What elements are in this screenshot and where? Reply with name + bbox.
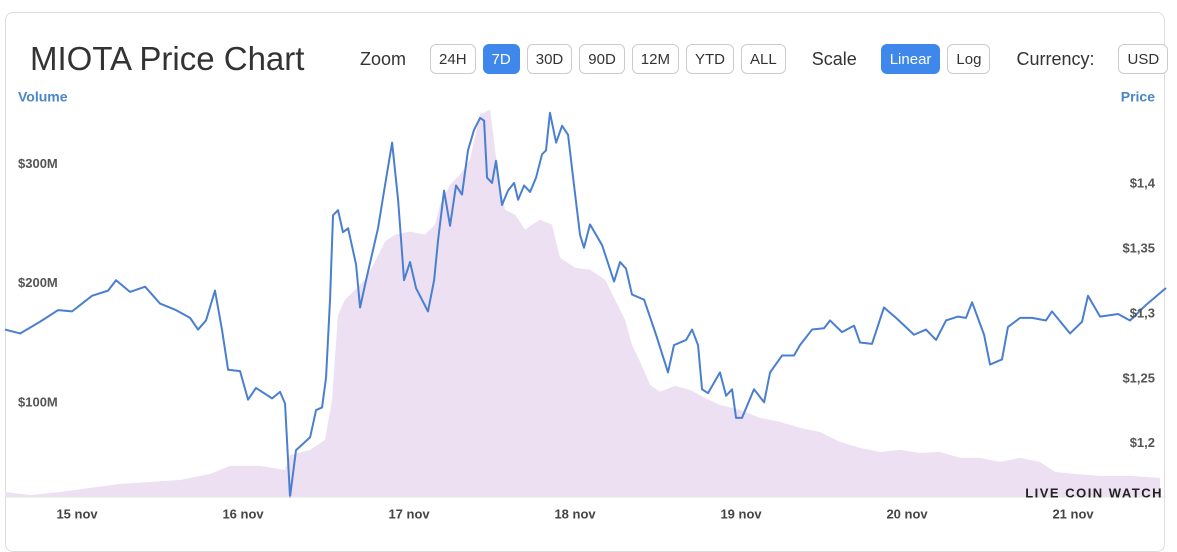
price-line <box>4 111 1167 498</box>
zoom-button[interactable]: ALL <box>740 44 786 74</box>
currency-label: Currency: <box>1016 48 1095 69</box>
page: MIOTA Price Chart Zoom 24H 7D 30D 90D 12M YTD… <box>4 12 1177 552</box>
x-tick-label: 17 nov <box>388 506 430 521</box>
scale-group: Linear Log <box>880 44 991 74</box>
scale-button[interactable]: Log <box>947 44 991 74</box>
x-tick-label: 18 nov <box>554 506 596 521</box>
y-tick-label: $100M <box>18 394 58 409</box>
y-axis-title: Volume <box>18 89 68 105</box>
x-tick-label: 19 nov <box>720 506 762 521</box>
volume-area <box>5 109 1161 498</box>
x-tick-label: 21 nov <box>1052 506 1094 521</box>
currency-button[interactable]: USD <box>1118 44 1169 74</box>
zoom-group: 24H 7D 30D 90D 12M YTD ALL <box>430 44 786 74</box>
scale-label: Scale <box>811 48 857 69</box>
zoom-button[interactable]: 7D <box>482 44 520 74</box>
zoom-button[interactable]: 90D <box>579 44 625 74</box>
x-tick-label: 20 nov <box>886 506 928 521</box>
y2-tick-label: $1,25 <box>1122 370 1155 385</box>
x-tick-label: 16 nov <box>222 506 264 521</box>
x-tick-label: 15 nov <box>56 506 98 521</box>
y-tick-label: $200M <box>18 275 58 290</box>
zoom-button[interactable]: YTD <box>685 44 734 74</box>
y2-tick-label: $1,2 <box>1130 435 1155 450</box>
y2-tick-label: $1,4 <box>1130 176 1156 191</box>
chart: Volume Price $100M $200M $300M $1,2 $1,25 $1,3 $… <box>4 89 1167 521</box>
chart-title: MIOTA Price Chart <box>30 40 305 77</box>
scale-button[interactable]: Linear <box>880 44 941 74</box>
y2-axis-title: Price <box>1121 89 1155 105</box>
y2-tick-label: $1,35 <box>1122 241 1155 256</box>
y-tick-label: $300M <box>18 156 58 171</box>
y2-tick-label: $1,3 <box>1130 305 1155 320</box>
watermark: LIVE COIN WATCH <box>1025 485 1163 500</box>
zoom-label: Zoom <box>360 48 407 69</box>
zoom-button[interactable]: 12M <box>631 44 679 74</box>
zoom-button[interactable]: 24H <box>430 44 476 74</box>
zoom-button[interactable]: 30D <box>526 44 573 74</box>
controls: Zoom 24H 7D 30D 90D 12M YTD ALL Scale Linear Lo… <box>360 44 1177 74</box>
currency-group: USD <box>1118 44 1169 74</box>
